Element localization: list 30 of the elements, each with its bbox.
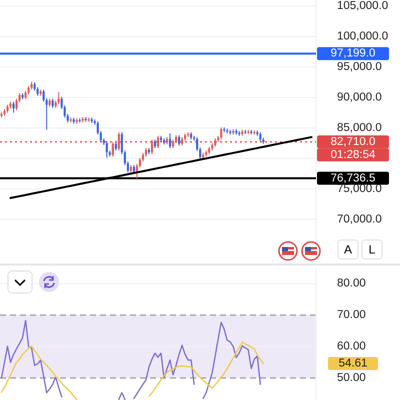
y-tick-label: 60.00 [337, 340, 366, 353]
candlestick [118, 132, 120, 151]
y-tick-label: 85,000.0 [337, 122, 382, 134]
text: A [344, 242, 352, 256]
ref-line-label: 82,710.0 [330, 136, 376, 148]
y-tick-label: 90,000.0 [337, 91, 382, 104]
candlestick [112, 141, 114, 158]
text: 01:28:54 [330, 148, 376, 161]
candlestick [178, 134, 180, 146]
candlestick [150, 139, 154, 155]
candlestick [168, 132, 172, 149]
y-tick-label: 70,000.0 [337, 213, 382, 226]
y-tick-label: 95,000.0 [337, 61, 382, 74]
y-tick-label: 70.00 [337, 309, 366, 322]
ref-line-label: 76,736.5 [330, 172, 376, 184]
candlestick [12, 101, 15, 114]
candlestick [220, 126, 222, 140]
y-tick-label: 105,000.0 [337, 0, 388, 12]
y-tick-label: 100,000.0 [337, 30, 388, 43]
ref-line-label: 97,199.0 [330, 48, 376, 60]
candlestick [259, 132, 262, 142]
y-tick-label: 50.00 [337, 372, 366, 384]
text: L [368, 242, 376, 256]
y-tick-label: 80.00 [337, 278, 366, 290]
candlestick [106, 140, 108, 158]
candlestick [52, 98, 54, 108]
text: 54.61 [338, 358, 368, 370]
candlestick [58, 92, 60, 105]
y-tick-label: 75,000.0 [337, 182, 382, 195]
candlestick [156, 135, 160, 149]
